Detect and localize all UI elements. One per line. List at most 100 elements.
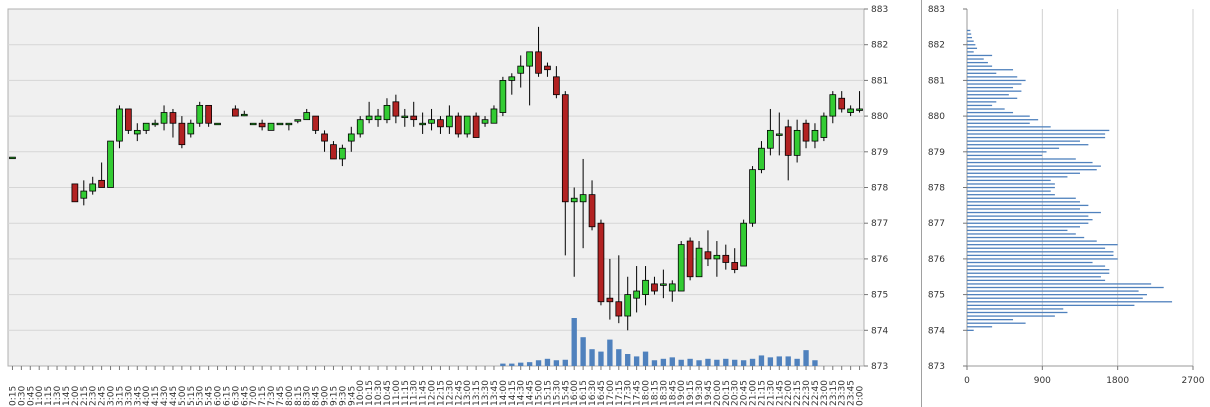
candle-body (668, 283, 676, 292)
candle-body (383, 104, 391, 121)
candle (490, 105, 498, 124)
candle (695, 241, 703, 278)
profile-volume-tick-label: 2700 (1182, 376, 1205, 386)
time-tick-label: 22:30 (802, 380, 812, 406)
time-tick-label: 13:30 (481, 380, 491, 406)
profile-bar (967, 33, 972, 35)
profile-price-tick-label: 881 (928, 76, 945, 86)
candle (303, 108, 311, 121)
profile-bar (967, 47, 978, 49)
time-tick-label: 12:30 (445, 380, 455, 406)
time-tick-label: 3:00 (107, 386, 117, 406)
candle (508, 73, 516, 95)
candles (9, 26, 863, 331)
time-tick-label: 17:45 (633, 380, 643, 406)
profile-price-tick-label: 876 (928, 255, 945, 265)
time-tick-label: 4:00 (142, 386, 152, 406)
volume-bar (723, 358, 729, 366)
time-tick-label: 8:00 (285, 386, 295, 406)
volume-bar (678, 359, 684, 366)
time-tick-label: 2:00 (71, 386, 81, 406)
time-tick-label: 9:30 (338, 386, 348, 406)
candle-body (267, 122, 275, 131)
candle (71, 183, 79, 203)
time-tick-label: 3:30 (124, 386, 134, 406)
volume-bar (651, 360, 658, 366)
candle-body (401, 115, 409, 118)
candle (579, 158, 587, 249)
panel-divider[interactable] (921, 0, 922, 407)
time-tick-label: 1:15 (44, 386, 54, 406)
candle-body (205, 104, 212, 124)
profile-bar (967, 108, 1005, 110)
volume-bar (732, 359, 738, 366)
profile-bar (967, 265, 1106, 267)
candle-body (463, 115, 471, 135)
profile-bar (967, 61, 988, 64)
candle-body (740, 222, 747, 267)
candle-body (686, 240, 694, 278)
time-tick-label: 22:00 (784, 380, 794, 406)
candle (570, 187, 578, 277)
profile-price-tick-label: 875 (928, 291, 945, 301)
time-tick-label: 11:45 (419, 380, 429, 406)
candle-body (481, 119, 489, 124)
price-tick-label: 883 (871, 5, 888, 15)
profile-bar (967, 147, 1060, 149)
time-tick-label: 20:30 (731, 380, 741, 406)
profile-bar (967, 194, 1055, 196)
candle-body (633, 290, 640, 299)
candle-body (71, 183, 79, 203)
time-tick-label: 15:15 (543, 380, 553, 406)
profile-bar (967, 133, 1106, 135)
time-tick-label: 5:45 (205, 386, 215, 406)
time-tick-label: 15:00 (535, 380, 545, 406)
volume-bar (518, 362, 524, 366)
profile-bar (967, 286, 1164, 289)
volume-profile-chart: 873 874 875 876 877 878 879 880 881 882 883 0 900 18… (928, 5, 1205, 386)
candle-body (758, 147, 765, 171)
candle-body (232, 108, 239, 117)
volume-bar (812, 360, 818, 366)
profile-bar (967, 90, 1022, 92)
candle-body (597, 222, 605, 303)
volume-bar (633, 356, 640, 366)
time-tick-label: 4:30 (160, 386, 170, 406)
candle (116, 105, 123, 149)
candle (588, 180, 596, 231)
time-tick-label: 16:00 (570, 380, 580, 406)
profile-price-tick-label: 878 (928, 184, 945, 194)
candle-body (454, 115, 462, 135)
volume-bar (687, 358, 693, 366)
profile-price-tick-label: 873 (928, 362, 945, 372)
candle (758, 141, 765, 174)
time-tick-label: 18:45 (668, 380, 678, 406)
price-tick-label: 878 (871, 184, 888, 194)
profile-bar (967, 29, 971, 32)
candle (437, 116, 444, 134)
candle (339, 144, 346, 167)
profile-bar (967, 329, 974, 331)
time-tick-label: 13:15 (472, 380, 482, 406)
candle (196, 101, 204, 127)
candle-body (258, 122, 266, 128)
candle (597, 219, 605, 306)
candle (829, 91, 837, 124)
profile-bar (967, 151, 1047, 153)
candle-body (535, 51, 542, 74)
candle-body (321, 133, 328, 142)
profile-bars (967, 29, 1173, 331)
time-tick-label: 19:30 (695, 380, 705, 406)
candle-body (749, 169, 756, 224)
candle-body (419, 122, 426, 126)
candle-body (811, 129, 819, 142)
time-tick-label: 10:00 (356, 380, 366, 406)
candle (205, 104, 212, 127)
candle-body (695, 247, 703, 278)
profile-bar (967, 297, 1143, 299)
candle (276, 122, 284, 126)
candle (98, 162, 105, 188)
candle-body (677, 244, 685, 292)
profile-price-tick-label: 883 (928, 5, 945, 15)
time-tick-label: 6:30 (231, 386, 241, 406)
